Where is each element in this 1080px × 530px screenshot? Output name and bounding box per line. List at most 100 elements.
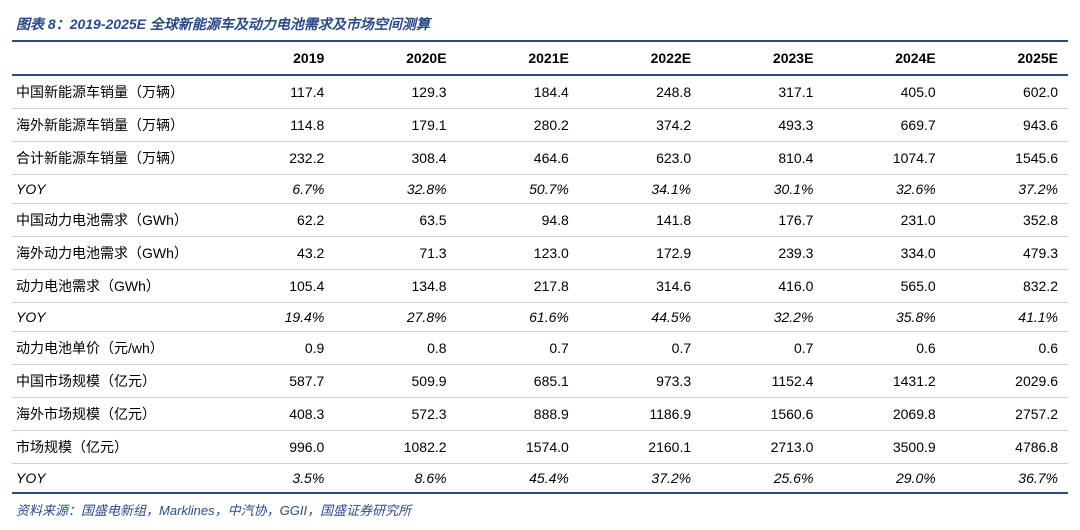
cell: 0.6 [946,332,1068,365]
cell: 1082.2 [334,431,456,464]
cell: 37.2% [579,464,701,494]
figure-source: 资料来源：国盛电新组，Marklines，中汽协，GGII，国盛证券研究所 [12,494,1068,521]
cell: 217.8 [457,270,579,303]
row-label: 动力电池单价（元/wh） [12,332,212,365]
cell: 37.2% [946,175,1068,204]
table-row: YOY19.4%27.8%61.6%44.5%32.2%35.8%41.1% [12,303,1068,332]
cell: 114.8 [212,109,334,142]
cell: 973.3 [579,365,701,398]
table-row: 中国动力电池需求（GWh）62.263.594.8141.8176.7231.0… [12,204,1068,237]
cell: 19.4% [212,303,334,332]
cell: 117.4 [212,75,334,109]
row-label: 中国市场规模（亿元） [12,365,212,398]
cell: 1186.9 [579,398,701,431]
cell: 832.2 [946,270,1068,303]
figure-title-prefix: 图表 8： [16,16,70,32]
cell: 123.0 [457,237,579,270]
cell: 623.0 [579,142,701,175]
cell: 34.1% [579,175,701,204]
row-label: 市场规模（亿元） [12,431,212,464]
cell: 685.1 [457,365,579,398]
cell: 61.6% [457,303,579,332]
row-label: 中国动力电池需求（GWh） [12,204,212,237]
cell: 8.6% [334,464,456,494]
col-header: 2019 [212,42,334,75]
row-label: 海外动力电池需求（GWh） [12,237,212,270]
table-row: 合计新能源车销量（万辆）232.2308.4464.6623.0810.4107… [12,142,1068,175]
source-text: 国盛电新组，Marklines，中汽协，GGII，国盛证券研究所 [81,503,411,518]
table-row: 海外动力电池需求（GWh）43.271.3123.0172.9239.3334.… [12,237,1068,270]
table-row: 动力电池需求（GWh）105.4134.8217.8314.6416.0565.… [12,270,1068,303]
cell: 0.7 [701,332,823,365]
cell: 334.0 [823,237,945,270]
cell: 308.4 [334,142,456,175]
cell: 479.3 [946,237,1068,270]
col-header: 2021E [457,42,579,75]
cell: 32.6% [823,175,945,204]
col-header-label [12,42,212,75]
table-row: 海外新能源车销量（万辆）114.8179.1280.2374.2493.3669… [12,109,1068,142]
row-label: 海外市场规模（亿元） [12,398,212,431]
table-row: YOY6.7%32.8%50.7%34.1%30.1%32.6%37.2% [12,175,1068,204]
cell: 374.2 [579,109,701,142]
col-header: 2025E [946,42,1068,75]
cell: 280.2 [457,109,579,142]
cell: 129.3 [334,75,456,109]
table-row: 动力电池单价（元/wh）0.90.80.70.70.70.60.6 [12,332,1068,365]
table-row: 中国新能源车销量（万辆）117.4129.3184.4248.8317.1405… [12,75,1068,109]
cell: 2029.6 [946,365,1068,398]
cell: 405.0 [823,75,945,109]
cell: 669.7 [823,109,945,142]
cell: 1431.2 [823,365,945,398]
cell: 0.8 [334,332,456,365]
table-row: 中国市场规模（亿元）587.7509.9685.1973.31152.41431… [12,365,1068,398]
cell: 2757.2 [946,398,1068,431]
cell: 1574.0 [457,431,579,464]
cell: 6.7% [212,175,334,204]
cell: 184.4 [457,75,579,109]
table-body: 中国新能源车销量（万辆）117.4129.3184.4248.8317.1405… [12,75,1068,493]
row-label: 中国新能源车销量（万辆） [12,75,212,109]
table-figure: 图表 8：2019-2025E 全球新能源车及动力电池需求及市场空间测算 201… [0,0,1080,525]
cell: 32.2% [701,303,823,332]
cell: 45.4% [457,464,579,494]
cell: 1074.7 [823,142,945,175]
source-label: 资料来源： [16,503,81,518]
cell: 0.9 [212,332,334,365]
data-table: 20192020E2021E2022E2023E2024E2025E 中国新能源… [12,42,1068,494]
cell: 317.1 [701,75,823,109]
cell: 810.4 [701,142,823,175]
row-label: YOY [12,175,212,204]
cell: 408.3 [212,398,334,431]
table-row: 市场规模（亿元）996.01082.21574.02160.12713.0350… [12,431,1068,464]
cell: 43.2 [212,237,334,270]
cell: 71.3 [334,237,456,270]
cell: 352.8 [946,204,1068,237]
cell: 2160.1 [579,431,701,464]
cell: 25.6% [701,464,823,494]
cell: 2713.0 [701,431,823,464]
figure-title-text: 2019-2025E 全球新能源车及动力电池需求及市场空间测算 [70,16,430,32]
cell: 232.2 [212,142,334,175]
row-label: YOY [12,303,212,332]
cell: 141.8 [579,204,701,237]
cell: 35.8% [823,303,945,332]
cell: 996.0 [212,431,334,464]
cell: 41.1% [946,303,1068,332]
row-label: YOY [12,464,212,494]
cell: 0.7 [579,332,701,365]
cell: 3.5% [212,464,334,494]
cell: 94.8 [457,204,579,237]
cell: 50.7% [457,175,579,204]
cell: 3500.9 [823,431,945,464]
cell: 587.7 [212,365,334,398]
table-header: 20192020E2021E2022E2023E2024E2025E [12,42,1068,75]
cell: 62.2 [212,204,334,237]
col-header: 2024E [823,42,945,75]
row-label: 合计新能源车销量（万辆） [12,142,212,175]
cell: 493.3 [701,109,823,142]
cell: 888.9 [457,398,579,431]
cell: 0.7 [457,332,579,365]
cell: 134.8 [334,270,456,303]
cell: 2069.8 [823,398,945,431]
